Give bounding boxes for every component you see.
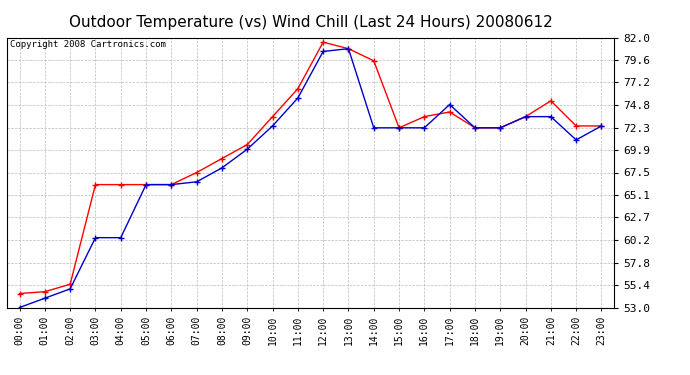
Text: Copyright 2008 Cartronics.com: Copyright 2008 Cartronics.com [10,40,166,49]
Text: Outdoor Temperature (vs) Wind Chill (Last 24 Hours) 20080612: Outdoor Temperature (vs) Wind Chill (Las… [68,15,553,30]
